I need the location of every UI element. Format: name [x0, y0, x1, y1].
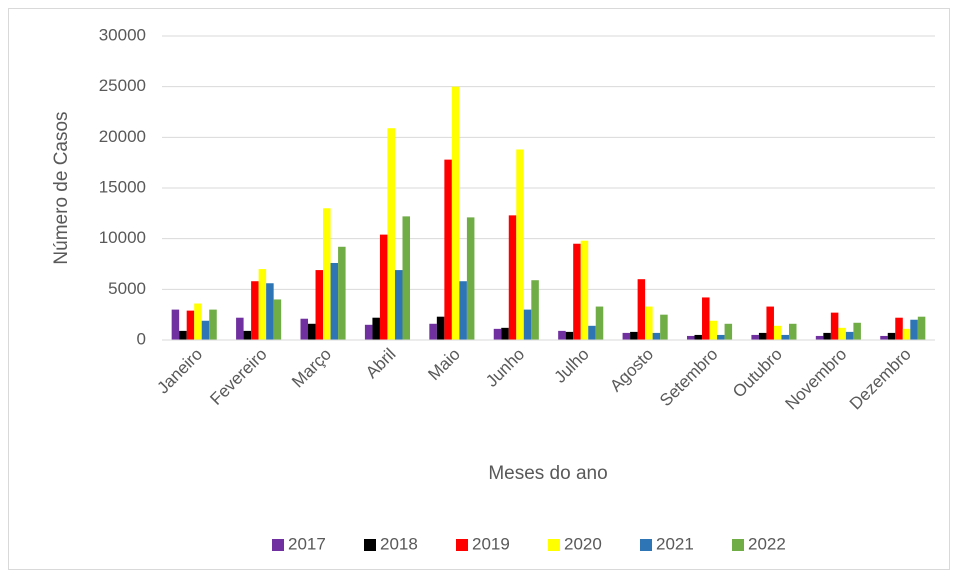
bar: [558, 330, 566, 340]
bar: [501, 327, 509, 340]
bar: [573, 243, 581, 340]
legend-swatch: [364, 539, 376, 551]
bar: [773, 325, 782, 340]
bar: [251, 281, 259, 340]
bar: [315, 270, 324, 340]
legend-swatch: [732, 539, 744, 551]
bar: [364, 324, 373, 340]
bar: [266, 283, 274, 340]
bar: [243, 330, 252, 340]
bar: [588, 325, 596, 340]
legend-swatch: [456, 539, 468, 551]
bar: [186, 310, 195, 340]
bar: [630, 331, 638, 340]
bar: [702, 297, 710, 340]
bar: [823, 332, 831, 340]
bar: [273, 299, 282, 340]
bar: [372, 317, 380, 340]
y-tick-label: 15000: [99, 177, 146, 196]
bar: [444, 159, 452, 340]
bar: [766, 306, 774, 340]
legend-label: 2017: [288, 534, 326, 553]
y-tick-label: 20000: [99, 127, 146, 146]
bar: [466, 217, 475, 340]
bar: [694, 334, 703, 340]
bar: [387, 128, 395, 340]
bar: [880, 335, 888, 340]
bar: [323, 208, 331, 340]
bar: [209, 309, 217, 340]
bar: [660, 314, 668, 340]
bar: [751, 334, 759, 340]
bar: [436, 316, 445, 340]
bar: [910, 319, 918, 340]
bar: [201, 320, 210, 340]
y-tick-label: 25000: [99, 76, 146, 95]
bar: [709, 320, 718, 340]
bar: [758, 332, 767, 340]
bar: [853, 322, 861, 340]
bar: [179, 330, 187, 340]
bar: [686, 335, 695, 340]
bar: [330, 262, 339, 340]
bar: [845, 331, 854, 340]
bar: [781, 334, 789, 340]
bar: [459, 281, 467, 340]
bar: [308, 323, 316, 340]
bar: [258, 269, 267, 340]
bar: [300, 318, 309, 340]
legend-label: 2018: [380, 534, 418, 553]
bar: [379, 234, 388, 340]
bar: [531, 280, 539, 340]
bar: [493, 328, 502, 340]
legend-label: 2022: [748, 534, 786, 553]
bar: [902, 328, 911, 340]
bar: [451, 86, 460, 341]
bar: [394, 270, 403, 340]
bar: [595, 306, 604, 340]
bar: [580, 240, 589, 340]
y-axis-title: Número de Casos: [51, 111, 72, 264]
bar: [887, 332, 896, 340]
bar: [830, 312, 839, 340]
legend-label: 2020: [564, 534, 602, 553]
bar: [645, 306, 653, 340]
bar: [895, 317, 903, 340]
bar: [338, 246, 346, 340]
y-tick-label: 10000: [99, 228, 146, 247]
bar: [565, 331, 574, 340]
bar: [788, 323, 797, 340]
legend-label: 2019: [472, 534, 510, 553]
bar: [622, 332, 631, 340]
legend-label: 2021: [656, 534, 694, 553]
y-tick-label: 5000: [108, 279, 146, 298]
x-axis-title: Meses do ano: [488, 463, 607, 484]
bar: [194, 303, 202, 340]
legend-swatch: [640, 539, 652, 551]
y-tick-label: 30000: [99, 25, 146, 44]
bar: [724, 323, 733, 340]
bar: [402, 216, 411, 340]
bar: [637, 279, 646, 340]
bar: [815, 335, 824, 340]
bar: [171, 309, 180, 340]
bar: [717, 334, 725, 340]
bar: [508, 215, 517, 340]
bar: [429, 323, 437, 340]
bar: [523, 309, 532, 340]
legend-swatch: [548, 539, 560, 551]
bar: [838, 327, 846, 340]
bar: [516, 149, 524, 340]
legend-swatch: [272, 539, 284, 551]
y-tick-label: 0: [137, 329, 146, 348]
bar: [236, 317, 244, 340]
bar: [652, 332, 661, 340]
bar: [917, 316, 926, 340]
